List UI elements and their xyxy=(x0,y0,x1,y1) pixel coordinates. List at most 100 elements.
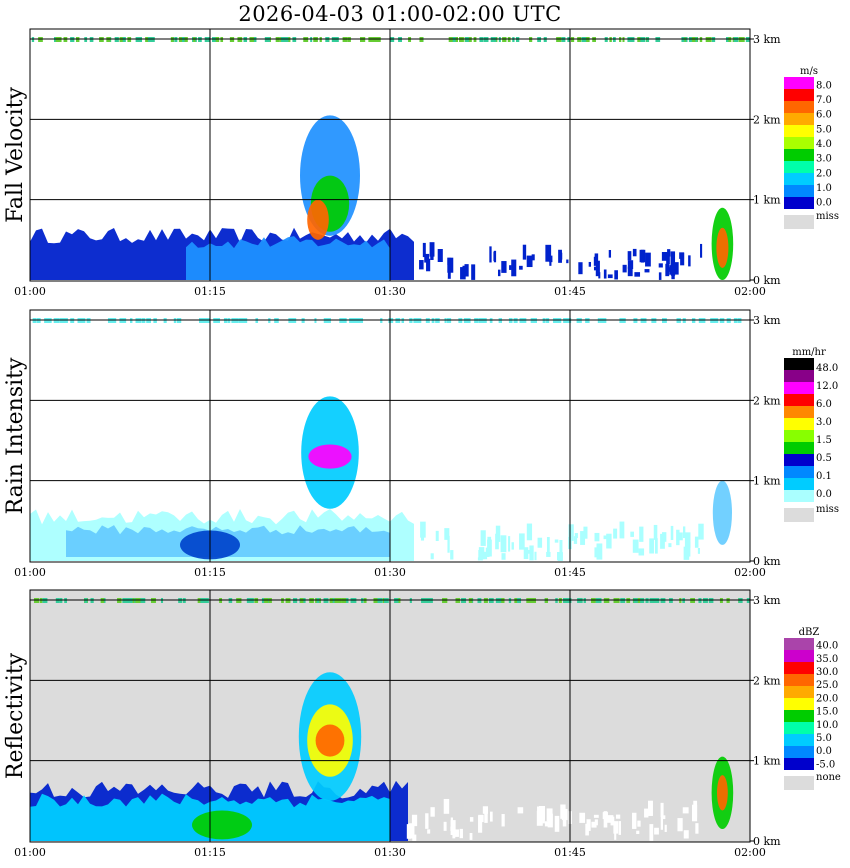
x-tick-label: 01:15 xyxy=(194,285,226,298)
colorbar-swatch xyxy=(784,185,814,197)
echo-speckle xyxy=(546,537,550,553)
echo-speckle xyxy=(447,257,454,273)
echo-speckle xyxy=(579,812,586,823)
colorbar-swatch xyxy=(784,430,814,442)
colorbar-swatch xyxy=(784,674,814,686)
echo-speckle xyxy=(412,834,417,841)
echo-speckle xyxy=(497,269,501,277)
colorbar-label: 6.0 xyxy=(816,399,832,410)
echo-speckle xyxy=(700,243,703,258)
echo-speckle xyxy=(636,830,640,834)
echo-speckle xyxy=(593,266,597,271)
colorbar-swatch xyxy=(784,101,814,113)
echo-speckle xyxy=(450,826,454,831)
echo-speckle xyxy=(613,528,618,539)
echo-speckle xyxy=(622,264,627,273)
y-tick-label: 2 km xyxy=(753,113,781,126)
echo-speckle xyxy=(603,535,609,540)
x-tick-label: 01:15 xyxy=(194,566,226,579)
echo-speckle xyxy=(658,272,662,280)
echo-cell xyxy=(717,775,728,811)
echo-speckle xyxy=(484,811,488,823)
echo-speckle xyxy=(450,817,453,826)
echo-speckle xyxy=(501,553,506,560)
echo-speckle xyxy=(668,543,672,548)
echo-speckle xyxy=(610,816,615,826)
colorbar-label: 20.0 xyxy=(816,693,838,704)
colorbar-swatch xyxy=(784,758,814,770)
echo-speckle xyxy=(559,540,563,556)
echo-speckle xyxy=(648,800,653,816)
echo-speckle xyxy=(688,255,691,267)
x-tick-label: 02:00 xyxy=(734,285,766,298)
echo-speckle xyxy=(443,798,450,814)
echo-speckle xyxy=(495,525,501,542)
colorbar-label: 0.0 xyxy=(816,746,832,757)
plot-frame xyxy=(29,28,751,282)
echo-speckle xyxy=(574,533,578,539)
echo-speckle xyxy=(679,532,683,541)
echo-speckle xyxy=(464,264,469,277)
echo-speckle xyxy=(566,259,569,264)
colorbar-swatch xyxy=(784,478,814,490)
echo-speckle xyxy=(469,817,474,822)
colorbar-label: 35.0 xyxy=(816,654,838,665)
colorbar-label: 40.0 xyxy=(816,641,838,652)
echo-speckle xyxy=(480,530,486,546)
echo-speckle xyxy=(640,249,645,263)
echo-speckle xyxy=(483,551,488,560)
x-tick-label: 01:00 xyxy=(14,846,46,859)
y-tick-label: 3 km xyxy=(753,33,781,46)
echo-speckle xyxy=(637,820,641,827)
echo-speckle xyxy=(519,265,523,270)
y-tick-label: 1 km xyxy=(753,475,781,488)
echo-speckle xyxy=(422,242,426,258)
echo-speckle xyxy=(684,532,691,548)
echo-speckle xyxy=(539,805,545,820)
echo-speckle xyxy=(489,246,492,263)
echo-speckle xyxy=(511,259,517,277)
echo-speckle xyxy=(478,814,484,823)
echo-speckle xyxy=(679,252,685,259)
echo-speckle xyxy=(632,812,637,829)
echo-speckle xyxy=(522,244,527,260)
echo-speckle xyxy=(686,541,691,557)
colorbar-swatch xyxy=(784,370,814,382)
echo-speckle xyxy=(677,818,683,832)
echo-speckle xyxy=(670,525,674,540)
echo-speckle xyxy=(682,526,686,539)
echo-speckle xyxy=(469,833,473,840)
echo-speckle xyxy=(568,524,574,541)
echo-speckle xyxy=(627,251,632,261)
echo-speckle xyxy=(697,548,700,554)
x-tick-label: 01:00 xyxy=(14,285,46,298)
colorbar-label: 1.5 xyxy=(816,435,832,446)
echo-speckle xyxy=(578,262,583,275)
echo-speckle xyxy=(588,261,592,267)
echo-speckle xyxy=(632,248,637,257)
echo-speckle xyxy=(594,532,600,542)
echo-speckle xyxy=(638,548,645,556)
echo-speckle xyxy=(517,807,524,814)
echo-speckle xyxy=(613,821,619,834)
echo-speckle xyxy=(471,264,476,280)
echo-speckle xyxy=(661,815,666,820)
colorbar-swatch xyxy=(784,466,814,478)
echo-speckle xyxy=(614,833,617,840)
colorbar-label: 0.0 xyxy=(816,489,832,500)
echo-speckle xyxy=(427,829,431,834)
colorbar-swatch xyxy=(784,161,814,173)
colorbar-label: 15.0 xyxy=(816,707,838,718)
x-tick-label: 01:15 xyxy=(194,846,226,859)
colorbar-swatch xyxy=(784,113,814,125)
x-tick-label: 01:30 xyxy=(374,846,406,859)
colorbar-swatch xyxy=(784,77,814,89)
echo-speckle xyxy=(639,526,644,542)
colorbar-swatch xyxy=(784,698,814,710)
colorbar-label: 0.1 xyxy=(816,471,832,482)
x-tick-label: 02:00 xyxy=(734,846,766,859)
colorbar-swatch xyxy=(784,686,814,698)
echo-speckle xyxy=(534,551,537,561)
chart-title: 2026-04-03 01:00-02:00 UTC xyxy=(238,2,562,26)
colorbar-missing-swatch xyxy=(784,215,814,229)
